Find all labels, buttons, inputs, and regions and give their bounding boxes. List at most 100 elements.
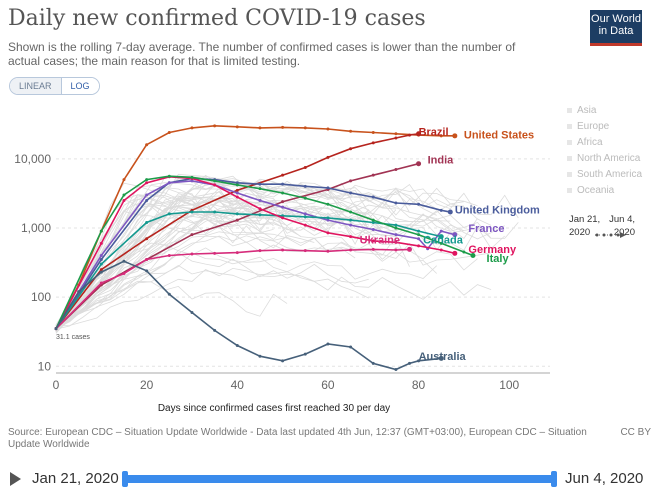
data-point-united-kingdom bbox=[99, 258, 103, 262]
data-point-united-states bbox=[394, 132, 398, 136]
legend-region-label[interactable]: Asia bbox=[577, 105, 597, 116]
timeline-end-handle[interactable] bbox=[551, 471, 557, 487]
legend-date-label: 2020 bbox=[614, 227, 635, 238]
legend-region-label[interactable]: Europe bbox=[577, 121, 610, 132]
timeline-start-handle[interactable] bbox=[122, 471, 128, 487]
series-label-canada[interactable]: Canada bbox=[423, 235, 464, 247]
data-point-united-kingdom bbox=[326, 186, 330, 190]
data-point-australia bbox=[394, 367, 398, 371]
license-label[interactable]: CC BY bbox=[620, 427, 651, 438]
y-tick-label: 10 bbox=[38, 359, 52, 373]
series-label-ukraine[interactable]: Ukraine bbox=[360, 235, 400, 247]
series-label-australia[interactable]: Australia bbox=[419, 351, 467, 363]
data-point-ukraine bbox=[394, 248, 398, 252]
data-point-united-kingdom bbox=[235, 181, 239, 185]
data-point-ukraine bbox=[303, 249, 307, 253]
data-point-india bbox=[349, 179, 353, 183]
series-label-india[interactable]: India bbox=[428, 154, 455, 166]
data-point-germany bbox=[145, 181, 149, 185]
data-point-canada bbox=[281, 214, 285, 218]
data-point-australia bbox=[303, 352, 307, 356]
legend-region-label[interactable]: Oceania bbox=[577, 185, 615, 196]
legend-swatch bbox=[567, 124, 572, 129]
data-point-australia bbox=[122, 259, 126, 263]
data-point-italy bbox=[145, 178, 149, 182]
data-point-brazil bbox=[235, 188, 239, 192]
legend-region-label[interactable]: Africa bbox=[577, 137, 603, 148]
data-point-australia bbox=[190, 310, 194, 314]
legend-swatch bbox=[567, 156, 572, 161]
data-point-australia bbox=[99, 270, 103, 274]
data-point-germany bbox=[303, 223, 307, 227]
owid-logo[interactable]: Our World in Data bbox=[590, 10, 642, 46]
data-point-ukraine bbox=[326, 249, 330, 253]
series-label-france[interactable]: France bbox=[468, 223, 504, 235]
series-label-germany[interactable]: Germany bbox=[468, 244, 517, 256]
data-point-italy bbox=[349, 210, 353, 214]
series-line-ukraine[interactable] bbox=[55, 248, 410, 330]
series-end-marker-united-kingdom bbox=[447, 209, 453, 215]
chart-title: Daily new confirmed COVID-19 cases bbox=[8, 6, 426, 31]
data-point-united-states bbox=[371, 131, 375, 135]
data-point-canada bbox=[303, 215, 307, 219]
data-point-germany bbox=[122, 198, 126, 202]
series-labels: Brazil United States India United Kingdom Fr… bbox=[360, 126, 540, 363]
series-end-marker-canada bbox=[438, 234, 444, 240]
background-country-line bbox=[55, 173, 410, 327]
data-point-united-kingdom bbox=[258, 182, 262, 186]
data-point-united-kingdom bbox=[417, 202, 421, 206]
data-point-india bbox=[281, 200, 285, 204]
data-point-france bbox=[326, 218, 330, 222]
chart-legend: Asia Europe Africa North America South Ameri… bbox=[567, 105, 642, 238]
background-country-line bbox=[55, 207, 383, 327]
data-point-brazil bbox=[371, 141, 375, 145]
data-point-france bbox=[99, 253, 103, 257]
data-point-united-kingdom bbox=[349, 191, 353, 195]
background-country-line bbox=[55, 204, 505, 326]
data-point-italy bbox=[99, 229, 103, 233]
data-point-france bbox=[303, 212, 307, 216]
log-scale-button[interactable]: LOG bbox=[60, 78, 99, 94]
data-point-france bbox=[394, 233, 398, 237]
play-icon[interactable] bbox=[10, 472, 21, 486]
data-point-australia bbox=[326, 342, 330, 346]
data-point-united-kingdom bbox=[145, 198, 149, 202]
data-point-brazil bbox=[145, 237, 149, 241]
legend-region-label[interactable]: North America bbox=[577, 153, 641, 164]
data-point-italy bbox=[394, 226, 398, 230]
legend-date-dot bbox=[609, 233, 613, 237]
data-point-germany bbox=[213, 183, 217, 187]
logo-line-1: Our World bbox=[591, 13, 641, 25]
series-line-france[interactable] bbox=[55, 180, 456, 330]
linear-scale-button[interactable]: LINEAR bbox=[10, 78, 61, 94]
timeline-end-date: Jun 4, 2020 bbox=[565, 470, 644, 487]
timeline-track[interactable] bbox=[124, 475, 555, 483]
data-point-canada bbox=[235, 212, 239, 216]
chart-grid bbox=[56, 158, 550, 374]
background-country-line bbox=[55, 199, 369, 326]
data-point-canada bbox=[258, 213, 262, 217]
legend-swatch bbox=[567, 108, 572, 113]
x-tick-label: 0 bbox=[53, 378, 60, 392]
series-label-brazil[interactable]: Brazil bbox=[419, 126, 449, 138]
data-point-united-states bbox=[326, 127, 330, 131]
background-country-line bbox=[55, 178, 519, 328]
chart-subtitle: Shown is the rolling 7-day average. The … bbox=[8, 40, 516, 68]
data-point-brazil bbox=[408, 133, 412, 137]
y-tick-label: 10,000 bbox=[14, 152, 51, 166]
data-point-germany bbox=[326, 231, 330, 235]
series-end-marker-united-states bbox=[452, 133, 458, 139]
series-label-united-states[interactable]: United States bbox=[464, 129, 534, 141]
data-point-brazil bbox=[99, 268, 103, 272]
data-point-italy bbox=[417, 233, 421, 237]
legend-region-label[interactable]: South America bbox=[577, 169, 642, 180]
data-point-france bbox=[349, 223, 353, 227]
data-point-germany bbox=[281, 216, 285, 220]
data-point-united-kingdom bbox=[371, 195, 375, 199]
source-note: Source: European CDC – Situation Update … bbox=[8, 427, 587, 450]
series-label-italy[interactable]: Italy bbox=[487, 253, 510, 265]
series-line-germany[interactable] bbox=[55, 175, 455, 330]
data-point-italy bbox=[213, 179, 217, 183]
data-point-united-states bbox=[122, 178, 126, 182]
series-label-united-kingdom[interactable]: United Kingdom bbox=[455, 204, 540, 216]
